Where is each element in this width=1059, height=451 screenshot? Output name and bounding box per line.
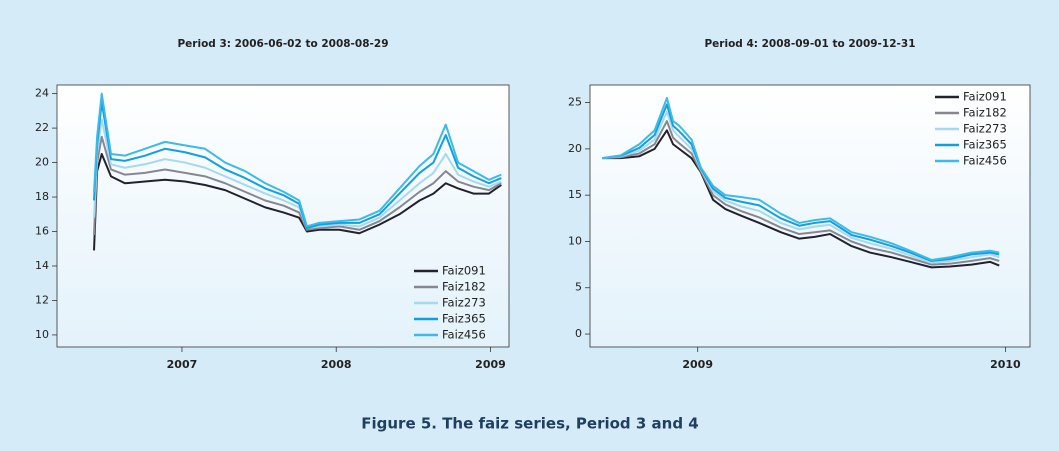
legend-label: Faiz365 xyxy=(442,312,486,326)
y-tick-label: 0 xyxy=(575,327,582,340)
legend-label: Faiz456 xyxy=(442,328,486,342)
y-tick-label: 25 xyxy=(568,96,582,109)
x-tick-label: 2008 xyxy=(321,358,352,371)
legend-label: Faiz182 xyxy=(442,280,486,294)
y-tick-label: 5 xyxy=(575,281,582,294)
series-line xyxy=(93,135,502,236)
legend-label: Faiz273 xyxy=(963,122,1007,136)
legend-label: Faiz091 xyxy=(442,264,486,278)
legend-label: Faiz456 xyxy=(963,154,1007,168)
y-tick-label: 20 xyxy=(35,156,49,169)
legend-label: Faiz182 xyxy=(963,106,1007,120)
y-tick-label: 24 xyxy=(35,87,49,100)
caption: Figure 5. The faiz series, Period 3 and … xyxy=(361,415,699,433)
series-line xyxy=(93,92,502,228)
x-tick-label: 2007 xyxy=(167,358,198,371)
series-line xyxy=(93,118,502,230)
legend-label: Faiz091 xyxy=(963,90,1007,104)
y-tick-label: 16 xyxy=(35,225,49,238)
x-tick-label: 2009 xyxy=(682,358,713,371)
y-tick-label: 18 xyxy=(35,190,49,203)
chart-title: Period 3: 2006-06-02 to 2008-08-29 xyxy=(177,38,388,50)
x-tick-label: 2010 xyxy=(990,358,1021,371)
chart-title: Period 4: 2008-09-01 to 2009-12-31 xyxy=(704,38,915,50)
y-tick-label: 15 xyxy=(568,188,582,201)
y-tick-label: 12 xyxy=(35,293,49,306)
legend-label: Faiz273 xyxy=(442,296,486,310)
y-tick-label: 20 xyxy=(568,142,582,155)
series-line xyxy=(602,110,1000,264)
series-line xyxy=(602,129,1000,269)
y-tick-label: 10 xyxy=(568,234,582,247)
y-tick-label: 22 xyxy=(35,121,49,134)
y-tick-label: 10 xyxy=(35,328,49,341)
series-line xyxy=(602,120,1000,266)
series-line xyxy=(602,96,1000,261)
y-tick-label: 14 xyxy=(35,259,49,272)
x-tick-label: 2009 xyxy=(475,358,506,371)
series-line xyxy=(93,152,502,251)
legend-label: Faiz365 xyxy=(963,138,1007,152)
